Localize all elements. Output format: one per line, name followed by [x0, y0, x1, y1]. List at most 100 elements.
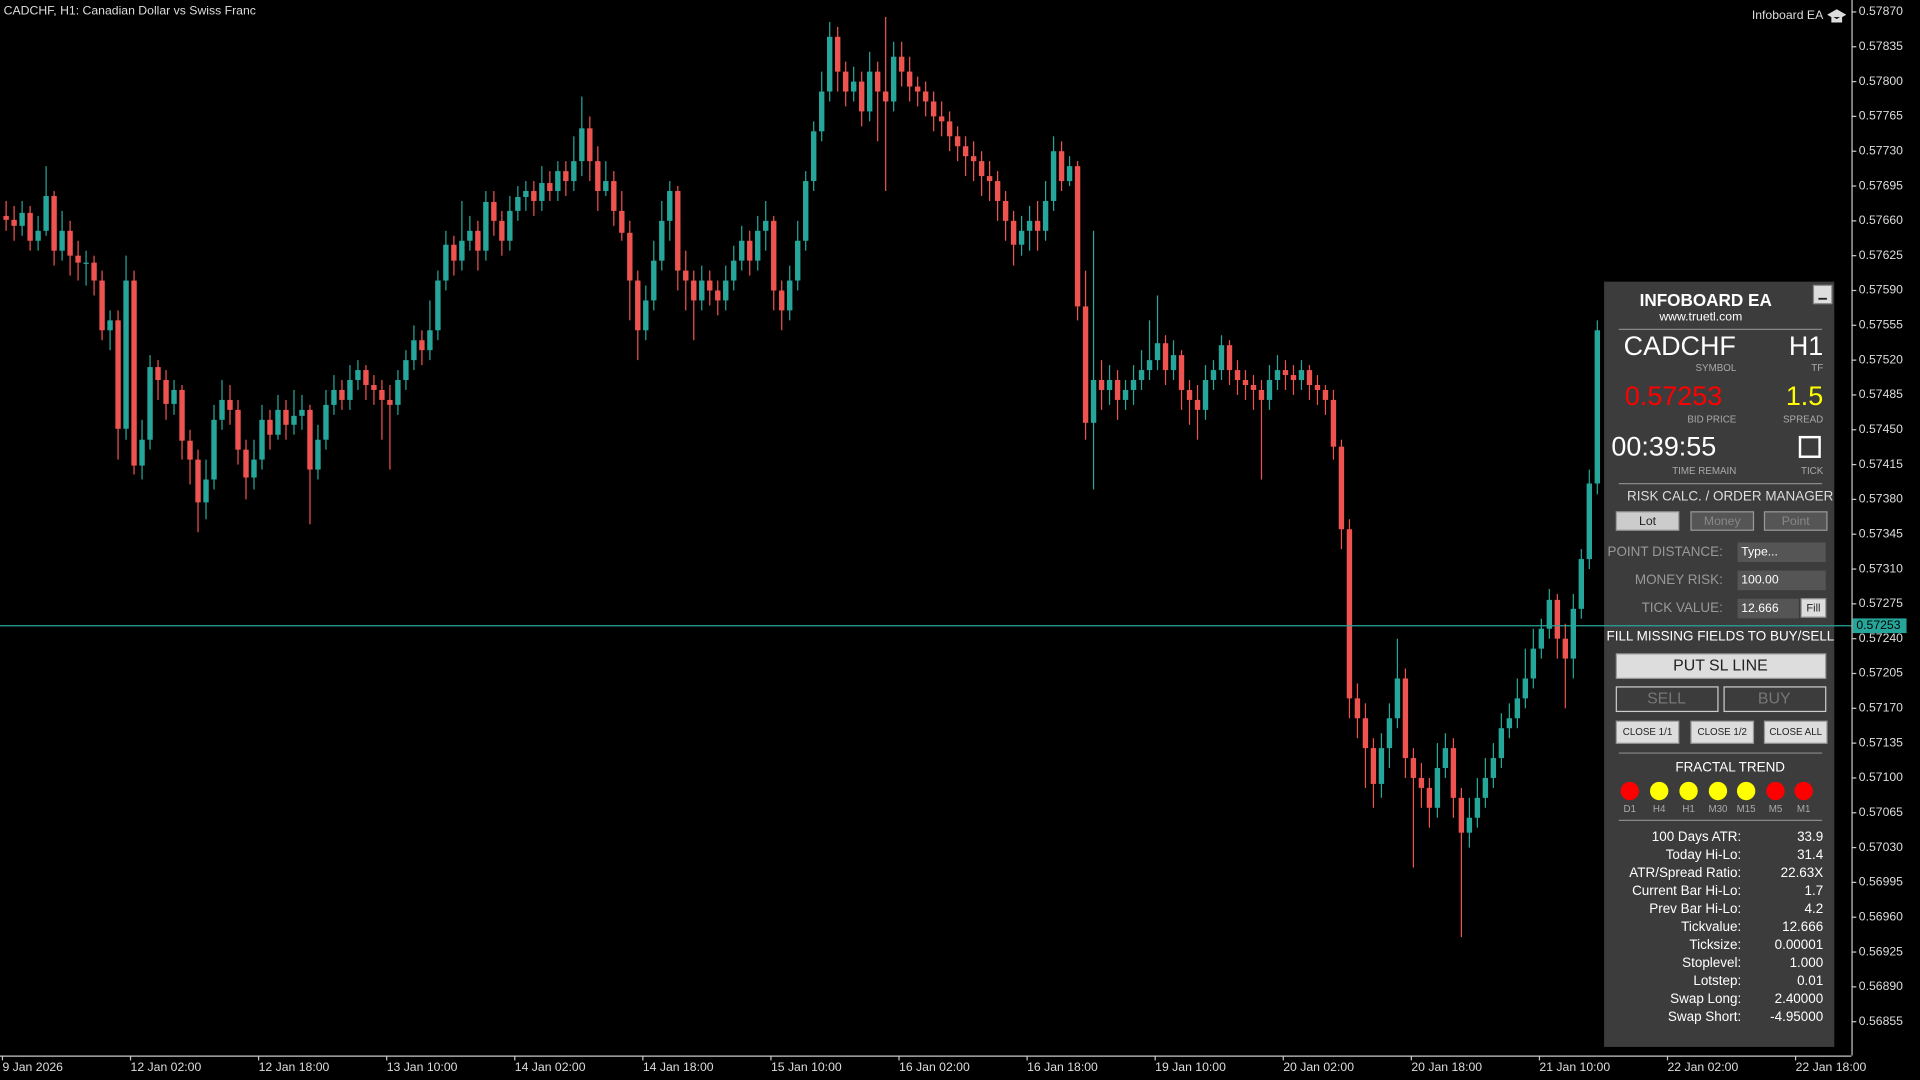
y-tick-label: 0.56960 — [1859, 909, 1903, 923]
candle-body — [1154, 343, 1161, 361]
trend-tf: M1 — [1797, 804, 1811, 815]
candle-body — [1210, 370, 1217, 381]
candle-body — [195, 459, 201, 503]
x-tick-label: 20 Jan 18:00 — [1411, 1060, 1482, 1074]
candle-body — [922, 91, 929, 102]
candle-body — [235, 409, 241, 450]
stat-value: 0.01 — [1797, 973, 1823, 988]
x-tick-label: 13 Jan 10:00 — [387, 1060, 458, 1074]
candle-body — [771, 220, 777, 291]
candle-body — [811, 131, 817, 182]
y-tick-label: 0.57450 — [1859, 422, 1903, 436]
candle-body — [795, 240, 801, 281]
y-tick-label: 0.57275 — [1859, 596, 1903, 610]
bid-price: 0.57253 — [1625, 381, 1722, 411]
candle-body — [803, 181, 809, 241]
candle-body — [1562, 638, 1569, 659]
candle-body — [675, 191, 681, 271]
candle-body — [531, 191, 537, 201]
y-tick-label: 0.57590 — [1859, 283, 1903, 297]
candle-body — [595, 161, 601, 192]
minimize-button[interactable] — [1812, 284, 1833, 305]
stat-label: ATR/Spread Ratio: — [1629, 865, 1741, 880]
candle-body — [731, 260, 737, 281]
candle-body — [1234, 370, 1241, 381]
buy-button[interactable] — [1723, 686, 1827, 713]
candle-body — [843, 71, 849, 92]
candle-body — [779, 290, 785, 311]
candle-body — [1266, 380, 1273, 400]
sell-button[interactable] — [1615, 686, 1719, 713]
sl-button[interactable] — [1615, 653, 1827, 679]
stat-label: Current Bar Hi-Lo: — [1632, 883, 1741, 898]
candle-body — [267, 419, 273, 435]
candle-body — [1282, 370, 1289, 376]
y-tick-label: 0.57205 — [1859, 666, 1903, 680]
trend-dot — [1736, 781, 1756, 801]
candle-body — [1370, 748, 1377, 784]
trend-tf: H1 — [1682, 804, 1695, 815]
stat-value: 4.2 — [1805, 901, 1824, 916]
candle-body — [1402, 678, 1409, 759]
fill-button[interactable] — [1800, 598, 1827, 618]
stat-value: 0.00001 — [1775, 937, 1824, 952]
candle-body — [1146, 360, 1153, 371]
spread-caption: SPREAD — [1783, 415, 1823, 426]
symbol: CADCHF — [1624, 331, 1736, 361]
candle-body — [835, 36, 841, 72]
candle-body — [1354, 698, 1361, 719]
close-button[interactable] — [1763, 720, 1828, 744]
candle-body — [970, 156, 977, 162]
candle-body — [467, 230, 473, 241]
candle-body — [707, 280, 713, 291]
candles — [3, 16, 1601, 938]
candle-body — [1450, 748, 1457, 798]
candle-body — [1434, 768, 1441, 808]
candle-body — [1258, 389, 1265, 400]
time-remain: 00:39:55 — [1611, 431, 1716, 461]
candle-body — [1290, 375, 1297, 381]
candle-body — [1002, 200, 1009, 221]
tick-checkbox[interactable] — [1798, 435, 1821, 458]
field-input[interactable] — [1737, 598, 1799, 619]
stat-value: 33.9 — [1797, 829, 1823, 844]
candle-body — [219, 399, 225, 420]
candle-body — [443, 244, 449, 281]
candle-body — [315, 439, 321, 470]
candle-body — [1506, 718, 1513, 729]
candle-body — [131, 280, 137, 466]
close-button[interactable] — [1615, 720, 1680, 744]
candle-body — [123, 280, 129, 429]
candle-body — [1570, 608, 1577, 659]
field-input[interactable] — [1737, 542, 1826, 563]
candle-body — [203, 479, 209, 503]
close-button[interactable] — [1690, 720, 1755, 744]
candle-body — [1346, 529, 1353, 699]
candle-body — [1306, 370, 1313, 385]
candle-body — [1386, 718, 1393, 749]
field-input[interactable] — [1737, 570, 1826, 591]
y-tick-label: 0.57730 — [1859, 143, 1903, 157]
candle-body — [163, 380, 169, 404]
candle-body — [1442, 748, 1449, 769]
candle-body — [1074, 166, 1081, 307]
candle-body — [1090, 380, 1097, 423]
candle-body — [1098, 380, 1105, 390]
candle-body — [1058, 151, 1065, 182]
candle-body — [155, 367, 161, 381]
mode-button[interactable] — [1690, 511, 1755, 531]
trend-tf: M15 — [1737, 804, 1757, 815]
trend-dot — [1766, 781, 1785, 801]
section-title: RISK CALC. / ORDER MANAGER — [1627, 489, 1834, 504]
mode-button[interactable] — [1615, 511, 1680, 531]
mode-button[interactable] — [1763, 511, 1828, 531]
candle-body — [587, 128, 593, 162]
y-tick-label: 0.57555 — [1859, 318, 1903, 332]
candle-body — [35, 230, 41, 241]
candle-body — [978, 161, 985, 177]
x-tick-label: 21 Jan 10:00 — [1539, 1060, 1610, 1074]
candle-body — [171, 389, 177, 404]
candle-body — [451, 244, 457, 261]
candle-body — [147, 367, 153, 440]
